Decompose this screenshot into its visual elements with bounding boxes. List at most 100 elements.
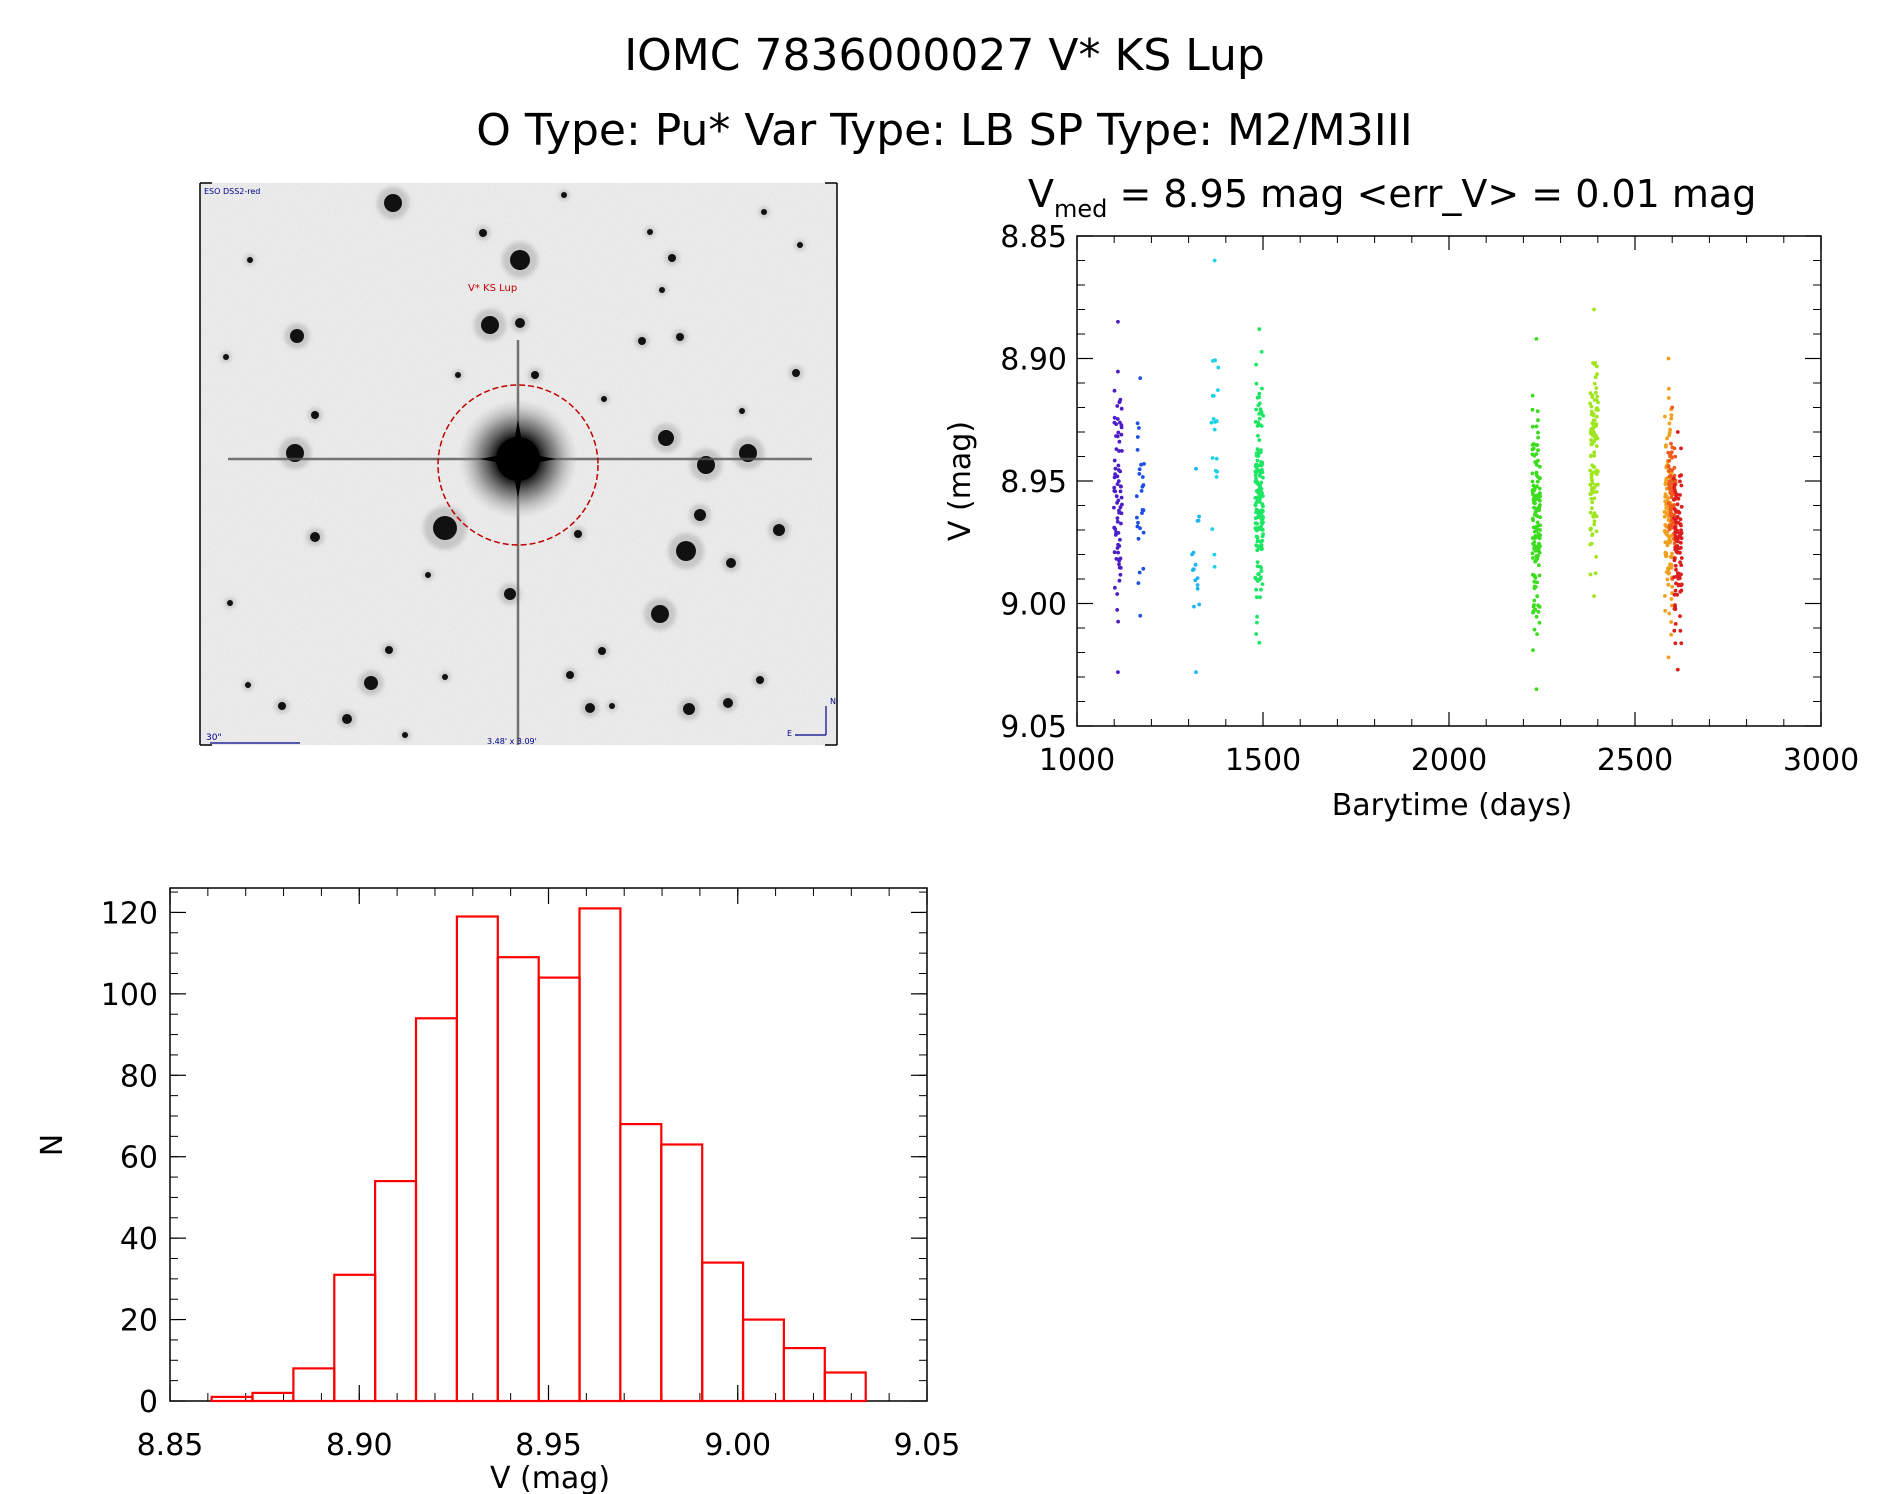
field-star <box>433 516 457 540</box>
data-point <box>1116 430 1121 435</box>
data-point <box>1538 515 1542 520</box>
data-point <box>1530 536 1535 540</box>
data-point <box>1118 397 1123 402</box>
data-point <box>1591 361 1595 365</box>
field-star <box>425 572 431 578</box>
data-point <box>1669 416 1674 421</box>
histogram-bar <box>414 1017 459 1403</box>
x-tick-label: 1500 <box>1225 743 1301 778</box>
data-point <box>1537 486 1542 491</box>
data-point <box>1114 422 1119 426</box>
data-point <box>1137 570 1142 575</box>
x-tick-label: 8.85 <box>137 1428 204 1463</box>
data-point <box>1678 517 1683 522</box>
data-point <box>1141 483 1146 487</box>
data-point <box>1664 443 1668 447</box>
data-point <box>1530 443 1535 447</box>
data-point <box>1588 401 1592 406</box>
field-star <box>566 671 574 679</box>
data-point <box>1588 572 1593 577</box>
data-point <box>1112 388 1117 393</box>
x-tick-label: 9.05 <box>894 1428 961 1463</box>
data-point <box>1530 407 1535 412</box>
field-star <box>286 444 304 462</box>
data-point <box>1255 539 1260 544</box>
data-point <box>1589 472 1594 476</box>
data-point <box>1679 641 1684 646</box>
field-star <box>311 411 319 419</box>
data-point <box>1118 469 1123 474</box>
data-point <box>1533 534 1538 538</box>
data-point <box>1258 564 1263 569</box>
data-point <box>1595 372 1599 376</box>
x-tick-label: 9.00 <box>704 1428 771 1463</box>
data-point <box>1589 412 1594 417</box>
data-point <box>1254 587 1258 592</box>
data-point <box>1256 449 1261 453</box>
data-point <box>1594 386 1599 390</box>
data-point <box>1112 485 1117 490</box>
finder-image: V* KS Lup ESO DSS2-red 30" 3.48' x 3.09'… <box>199 182 838 746</box>
data-point <box>1193 562 1198 567</box>
data-point <box>1665 506 1670 511</box>
field-star <box>585 703 595 713</box>
light-curve-frame <box>1076 235 1822 727</box>
data-point <box>1115 404 1120 408</box>
data-point <box>1135 515 1139 520</box>
histogram-bar <box>578 907 622 1403</box>
data-point <box>1589 497 1594 501</box>
x-tick-label: 1000 <box>1039 743 1115 778</box>
data-point <box>1678 540 1683 545</box>
data-point <box>1535 520 1540 525</box>
data-point <box>1666 464 1671 469</box>
data-point <box>1679 504 1684 509</box>
data-point <box>1118 484 1123 489</box>
data-point <box>1536 531 1541 536</box>
histogram-bar <box>210 1395 254 1403</box>
data-point <box>1592 522 1597 527</box>
data-point <box>1259 424 1264 428</box>
data-point <box>1666 518 1671 522</box>
data-point <box>1670 492 1674 497</box>
data-point <box>1257 509 1262 513</box>
data-point <box>1119 406 1124 411</box>
data-point <box>1674 567 1678 572</box>
data-point <box>1210 527 1215 531</box>
data-point <box>1135 448 1140 452</box>
data-point <box>1112 489 1117 493</box>
data-point <box>1255 548 1260 553</box>
data-point <box>1669 441 1673 446</box>
data-point <box>1534 687 1539 692</box>
data-point <box>1115 417 1120 421</box>
data-point <box>1594 514 1599 519</box>
data-point <box>1536 563 1541 568</box>
data-point <box>1667 611 1672 616</box>
data-point <box>1667 386 1671 391</box>
data-point <box>1592 307 1596 312</box>
field-star <box>364 676 378 690</box>
field-star <box>683 703 695 715</box>
data-point <box>1212 427 1217 432</box>
data-point <box>1534 461 1538 465</box>
data-point <box>1666 501 1671 506</box>
field-star <box>515 318 525 328</box>
light-curve-xlabel: Barytime (days) <box>1332 788 1573 823</box>
data-point <box>1140 475 1145 479</box>
data-point <box>1536 546 1541 551</box>
data-point <box>1591 464 1596 469</box>
data-point <box>1254 510 1258 515</box>
data-point <box>1534 614 1539 619</box>
data-point <box>1254 451 1259 456</box>
data-point <box>1256 433 1260 438</box>
data-point <box>1535 479 1540 484</box>
data-point <box>1662 509 1667 514</box>
histogram-chart: 8.85 8.90 8.95 9.00 9.05 0 20 40 60 80 100 120 V (m… <box>35 887 961 1494</box>
data-point <box>1530 551 1535 556</box>
data-point <box>1675 502 1680 507</box>
data-point <box>1258 472 1262 477</box>
data-point <box>1588 468 1593 473</box>
histogram-bar <box>782 1346 826 1403</box>
data-point <box>1663 608 1668 613</box>
data-point <box>1210 456 1215 460</box>
